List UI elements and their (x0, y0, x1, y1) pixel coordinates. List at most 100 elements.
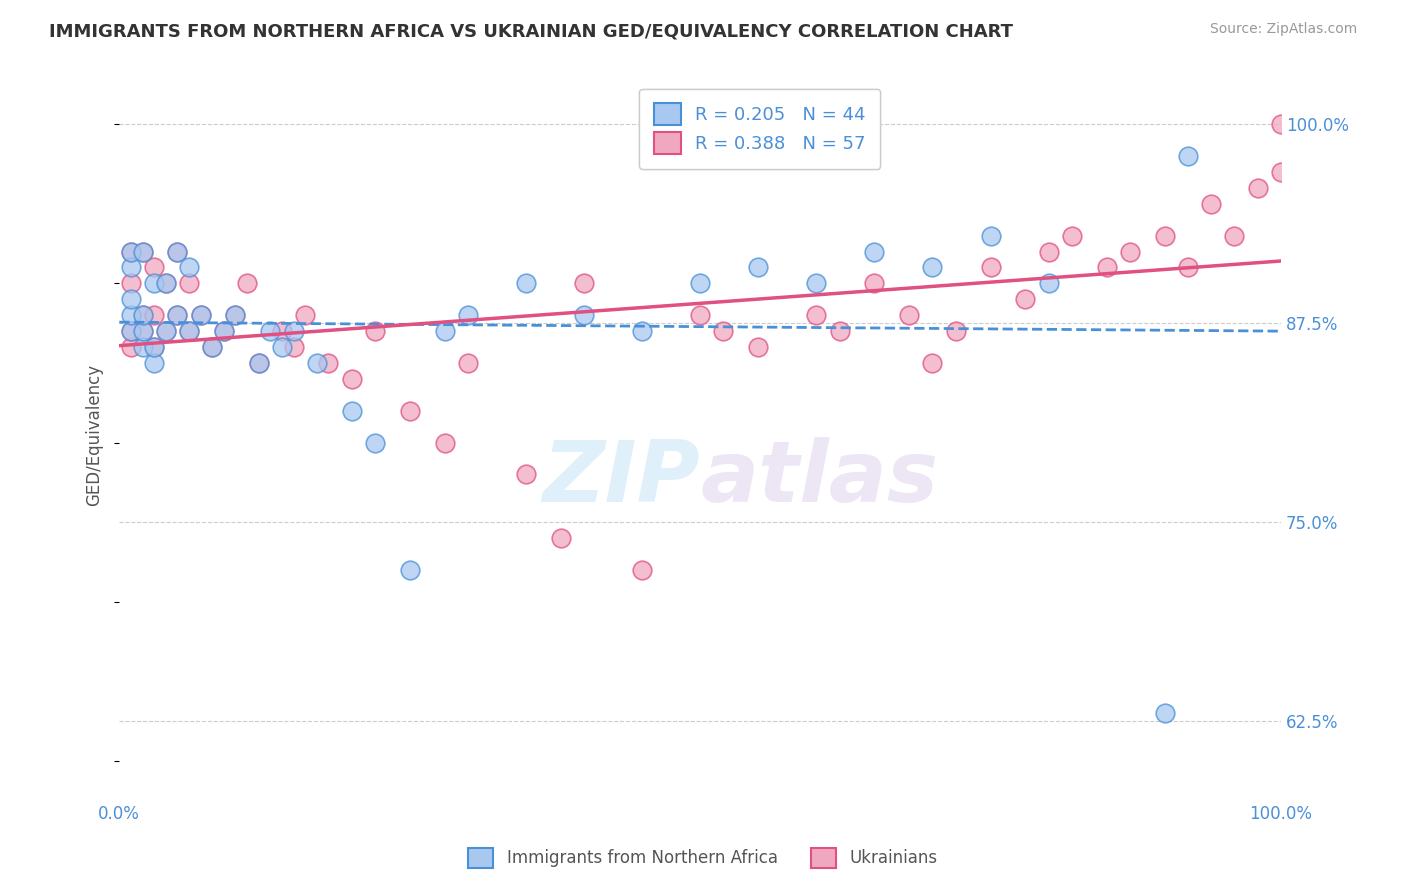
Text: ZIP: ZIP (543, 437, 700, 520)
Text: IMMIGRANTS FROM NORTHERN AFRICA VS UKRAINIAN GED/EQUIVALENCY CORRELATION CHART: IMMIGRANTS FROM NORTHERN AFRICA VS UKRAI… (49, 22, 1014, 40)
Point (433, 324, 456, 338)
Point (131, 340, 153, 354)
Point (166, 244, 188, 259)
Point (166, 308, 188, 322)
Point (828, 324, 851, 338)
Point (980, 260, 1002, 275)
Point (572, 308, 595, 322)
Point (120, 260, 142, 275)
Point (1014, 293, 1036, 307)
Point (572, 277, 595, 291)
Point (131, 244, 153, 259)
Point (806, 277, 828, 291)
Point (247, 356, 270, 370)
Point (364, 324, 387, 338)
Point (398, 563, 420, 577)
Point (143, 277, 166, 291)
Point (271, 324, 294, 338)
Text: atlas: atlas (700, 437, 938, 520)
Point (120, 340, 142, 354)
Point (806, 308, 828, 322)
Point (166, 308, 188, 322)
Point (155, 277, 177, 291)
Point (863, 244, 886, 259)
Point (1153, 228, 1175, 243)
Point (166, 244, 188, 259)
Point (155, 324, 177, 338)
Point (131, 244, 153, 259)
Point (1247, 181, 1270, 195)
Point (1199, 196, 1222, 211)
Point (921, 260, 943, 275)
Point (921, 356, 943, 370)
Point (457, 308, 479, 322)
Point (1270, 117, 1292, 131)
Point (305, 356, 328, 370)
Point (1223, 228, 1246, 243)
Point (1060, 228, 1083, 243)
Point (1177, 149, 1199, 163)
Point (711, 324, 734, 338)
Point (980, 228, 1002, 243)
Point (318, 356, 340, 370)
Point (515, 467, 537, 482)
Point (433, 435, 456, 450)
Point (259, 324, 281, 338)
Point (120, 308, 142, 322)
Point (177, 324, 200, 338)
Point (515, 277, 537, 291)
Point (201, 340, 224, 354)
Point (177, 324, 200, 338)
Point (1119, 244, 1142, 259)
Y-axis label: GED/Equivalency: GED/Equivalency (86, 364, 103, 506)
Point (177, 260, 200, 275)
Point (1153, 706, 1175, 720)
Point (143, 308, 166, 322)
Point (631, 563, 654, 577)
Point (120, 324, 142, 338)
Point (1038, 244, 1060, 259)
Point (398, 403, 420, 417)
Point (236, 277, 259, 291)
Point (689, 308, 711, 322)
Point (747, 260, 769, 275)
Legend: Immigrants from Northern Africa, Ukrainians: Immigrants from Northern Africa, Ukraini… (461, 841, 945, 875)
Point (457, 356, 479, 370)
Point (247, 356, 270, 370)
Point (190, 308, 212, 322)
Point (212, 324, 235, 338)
Point (271, 340, 294, 354)
Point (131, 324, 153, 338)
Point (190, 308, 212, 322)
Point (1038, 277, 1060, 291)
Point (155, 277, 177, 291)
Point (120, 244, 142, 259)
Point (120, 244, 142, 259)
Legend: R = 0.205   N = 44, R = 0.388   N = 57: R = 0.205 N = 44, R = 0.388 N = 57 (640, 88, 880, 169)
Point (747, 340, 769, 354)
Point (340, 372, 363, 386)
Point (294, 308, 316, 322)
Point (131, 308, 153, 322)
Point (1177, 260, 1199, 275)
Point (120, 293, 142, 307)
Point (143, 260, 166, 275)
Point (1095, 260, 1118, 275)
Point (898, 308, 921, 322)
Point (120, 324, 142, 338)
Point (177, 277, 200, 291)
Point (131, 308, 153, 322)
Text: Source: ZipAtlas.com: Source: ZipAtlas.com (1209, 22, 1357, 37)
Point (364, 435, 387, 450)
Point (1270, 165, 1292, 179)
Point (689, 277, 711, 291)
Point (224, 308, 246, 322)
Point (212, 324, 235, 338)
Point (283, 340, 305, 354)
Point (143, 340, 166, 354)
Point (155, 324, 177, 338)
Point (945, 324, 967, 338)
Point (550, 531, 572, 545)
Point (201, 340, 224, 354)
Point (863, 277, 886, 291)
